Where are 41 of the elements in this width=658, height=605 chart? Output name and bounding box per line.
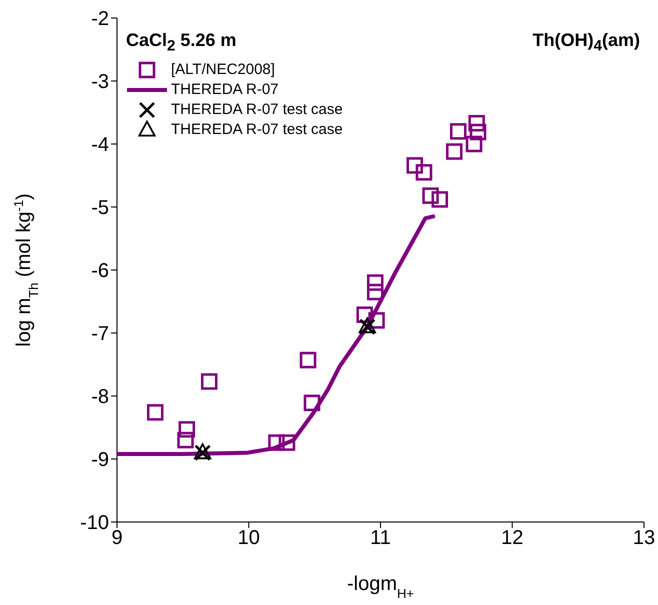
point [470,124,486,140]
x-tick-label: 12 [501,527,524,550]
point [366,284,384,300]
point [466,136,482,152]
x-tick-label: 13 [632,527,656,550]
legend-label: THEREDA R-07 test case [171,120,343,140]
point [177,432,194,448]
point [406,157,424,174]
point [468,114,485,132]
point [450,123,466,140]
y-tick-label: -2 [91,8,109,30]
y-tick-label: -3 [91,71,109,94]
line-series [117,214,436,456]
x-tick-label: 11 [370,527,391,550]
point [300,352,316,368]
y-tick-label: -9 [91,449,109,472]
legend-label: THEREDA R-07 test case [171,100,343,120]
annotation: CaCl$_{2}$ 5.26 m [126,30,236,55]
point [200,373,218,390]
point [178,421,196,438]
point [304,394,320,412]
y-tick-label: -5 [91,197,109,220]
y-tick-label: -10 [80,512,109,534]
y-tick-label: -4 [91,134,109,156]
point [432,191,448,208]
x-tick-label: 9 [111,527,123,550]
x-axis-title: -logm$_{H+}$ [347,573,414,600]
point [278,434,296,451]
point [446,143,463,160]
point [146,404,164,421]
legend-label: [ALT/NEC2008] [171,60,275,80]
annotation: Th(OH)$_{4}$(am) [532,30,640,55]
point [416,164,432,181]
y-tick-label: -8 [91,386,109,408]
point [268,434,285,451]
legend-label: THEREDA R-07 [171,80,279,100]
point [422,187,439,204]
x-tick-label: 10 [238,527,260,550]
point [366,274,384,291]
y-tick-label: -7 [91,323,109,346]
y-tick-label: -6 [91,260,109,282]
